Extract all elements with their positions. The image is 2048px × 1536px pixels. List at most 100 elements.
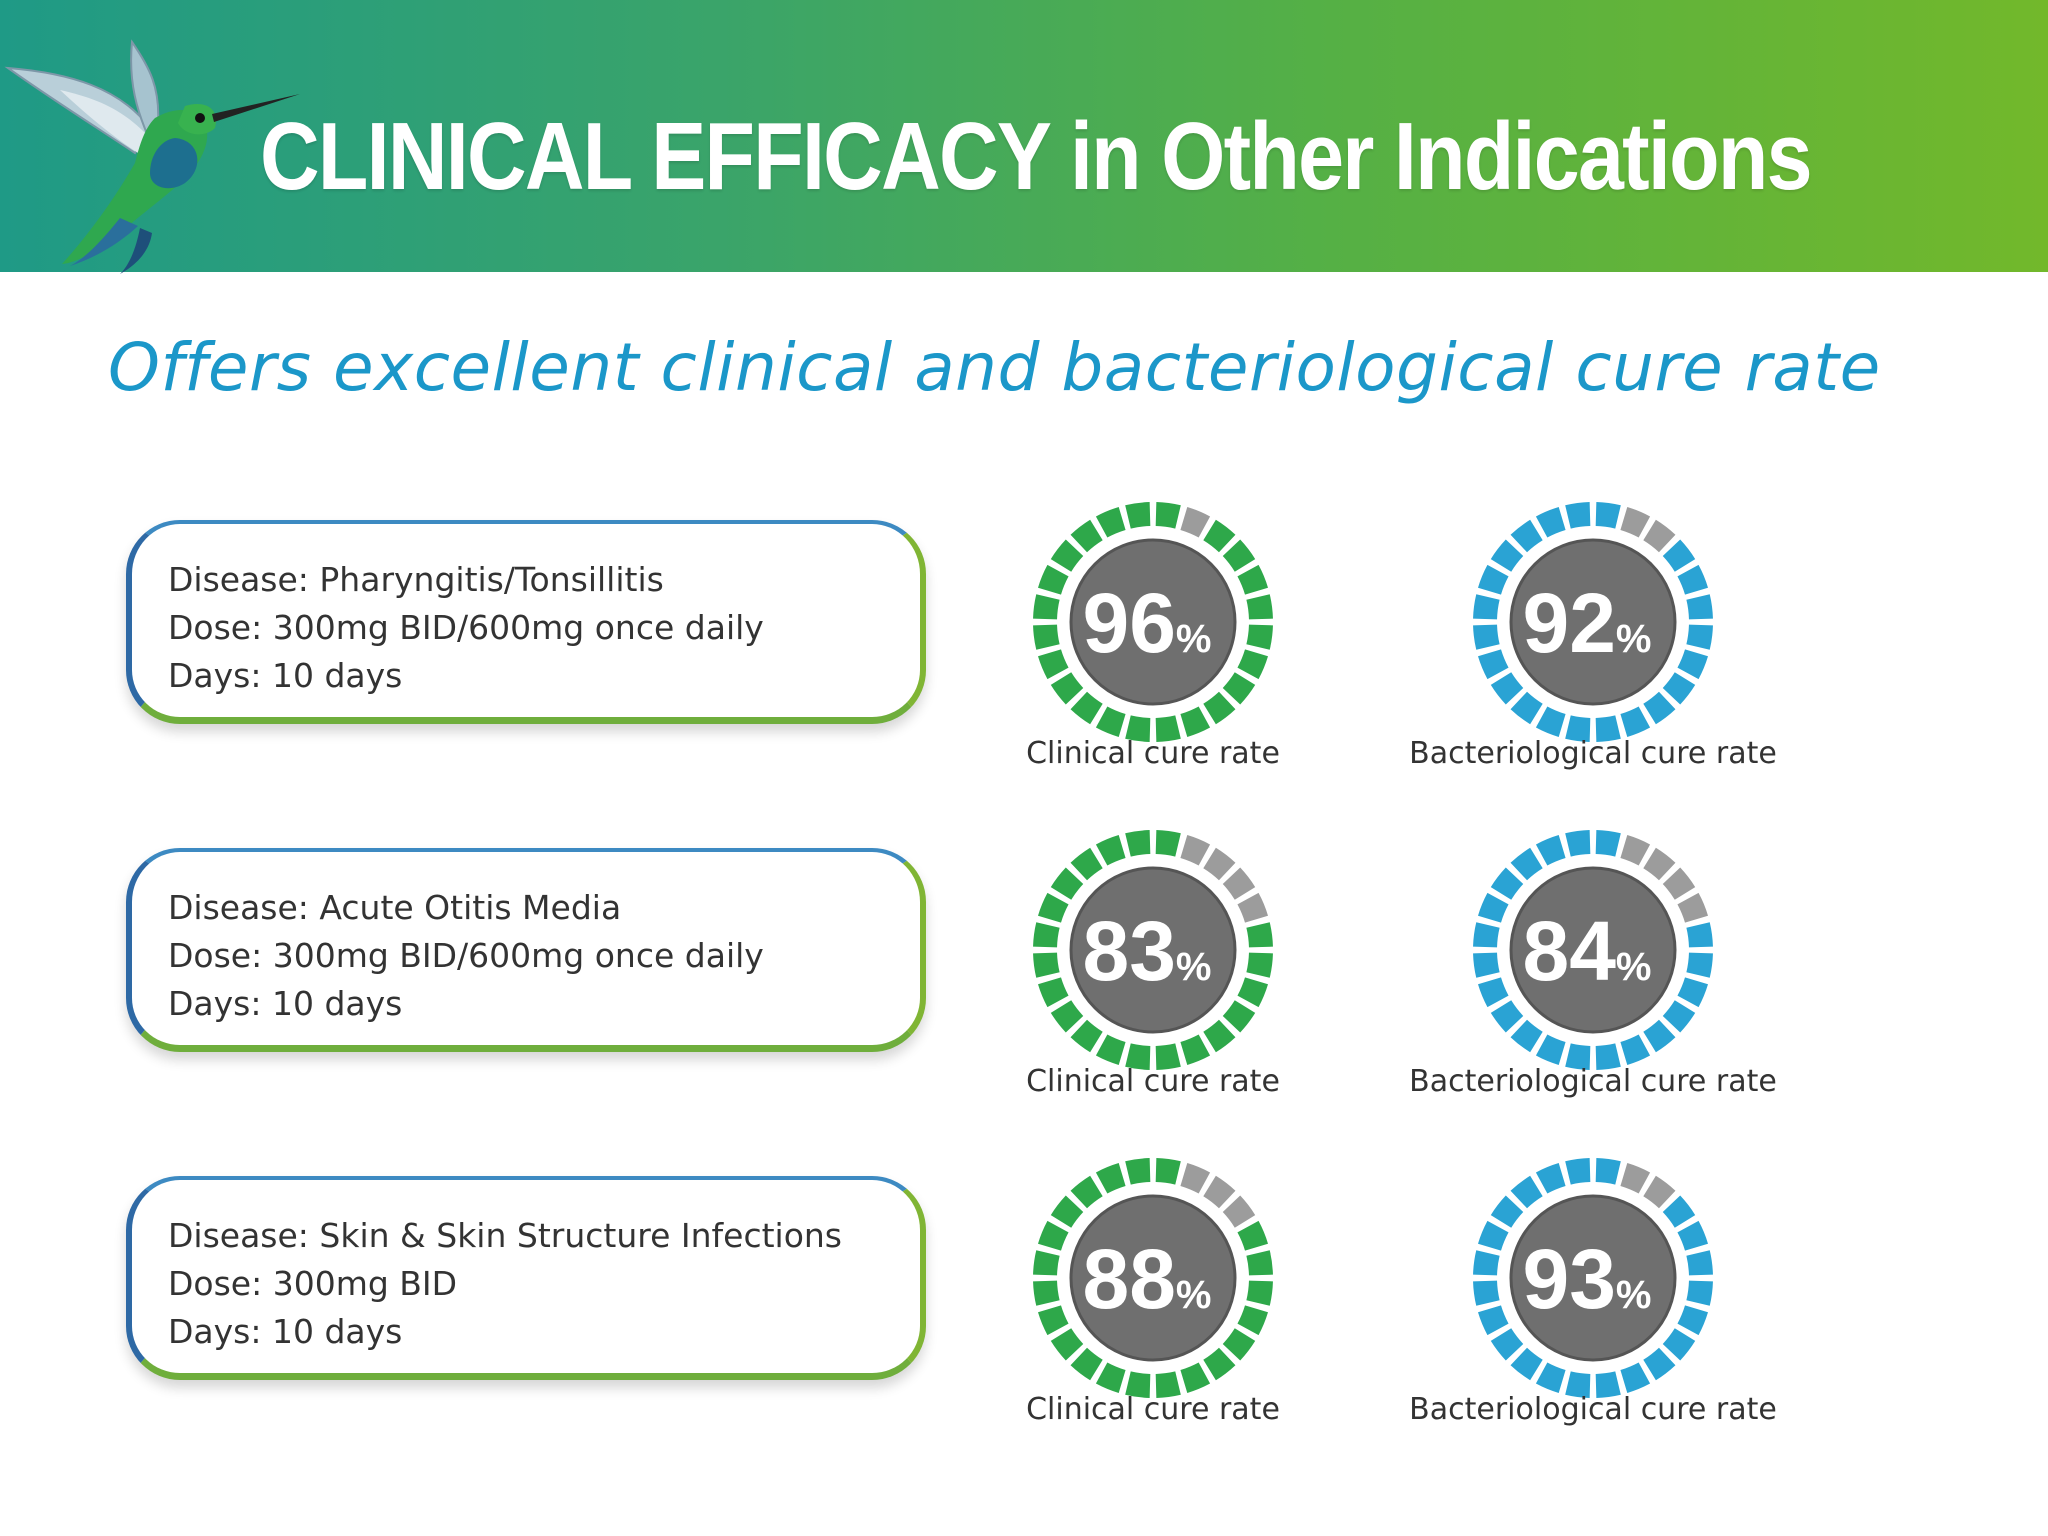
disease-label: Disease: Pharyngitis/Tonsillitis bbox=[168, 560, 664, 599]
bacteriological-ring-segment bbox=[1565, 502, 1591, 529]
clinical-ring-segment bbox=[1180, 706, 1211, 737]
clinical-gauge-graphic: 88% bbox=[1033, 1158, 1273, 1398]
gauge-center bbox=[1509, 866, 1677, 1034]
clinical-ring-segment bbox=[1180, 1034, 1211, 1065]
bacteriological-ring-segment bbox=[1620, 1362, 1651, 1393]
clinical-ring-segment bbox=[1180, 835, 1211, 866]
percent-number: 88 bbox=[1082, 1232, 1175, 1326]
clinical-ring-segment bbox=[1180, 1163, 1211, 1194]
disease-label: Disease: Acute Otitis Media bbox=[168, 888, 622, 927]
clinical-ring-segment bbox=[1237, 1220, 1268, 1251]
bacteriological-ring-segment bbox=[1686, 594, 1713, 620]
clinical-ring-segment bbox=[1237, 892, 1268, 923]
bacteriological-ring-segment bbox=[1686, 922, 1713, 948]
clinical-ring-segment bbox=[1070, 519, 1103, 553]
bacteriological-ring-segment bbox=[1478, 649, 1509, 680]
percent-sign: % bbox=[1616, 617, 1652, 661]
days-label: Days: 10 days bbox=[168, 656, 403, 695]
clinical-cure-rate-caption: Clinical cure rate bbox=[1026, 1392, 1280, 1427]
disease-label: Disease: Skin & Skin Structure Infection… bbox=[168, 1216, 843, 1255]
indication-details: Disease: Acute Otitis Media Dose: 300mg B… bbox=[168, 884, 764, 1028]
bacteriological-ring-segment bbox=[1662, 539, 1696, 572]
bacteriological-ring-segment bbox=[1595, 1043, 1621, 1070]
bacteriological-ring-segment bbox=[1478, 1305, 1509, 1336]
bacteriological-cure-rate-caption: Bacteriological cure rate bbox=[1409, 1064, 1777, 1099]
percent-number: 83 bbox=[1082, 904, 1175, 998]
indication-card: Disease: Pharyngitis/Tonsillitis Dose: 30… bbox=[126, 520, 926, 724]
clinical-ring-segment bbox=[1180, 1362, 1211, 1393]
bacteriological-ring-segment bbox=[1535, 507, 1566, 538]
clinical-ring-segment bbox=[1095, 1362, 1126, 1393]
bacteriological-gauge-graphic: 84% bbox=[1473, 830, 1713, 1070]
bacteriological-ring-segment bbox=[1535, 1034, 1566, 1065]
clinical-ring-segment bbox=[1050, 1195, 1084, 1228]
gauge-center bbox=[1069, 866, 1237, 1034]
clinical-ring-segment bbox=[1222, 1000, 1256, 1033]
clinical-ring-segment bbox=[1095, 507, 1126, 538]
clinical-ring-segment bbox=[1033, 1280, 1060, 1306]
bacteriological-ring-segment bbox=[1686, 952, 1713, 978]
bacteriological-ring-segment bbox=[1595, 830, 1621, 857]
bacteriological-gauge-graphic: 93% bbox=[1473, 1158, 1713, 1398]
bacteriological-ring-segment bbox=[1535, 706, 1566, 737]
clinical-ring-segment bbox=[1038, 1305, 1069, 1336]
bacteriological-ring-segment bbox=[1535, 1163, 1566, 1194]
page-title: CLINICAL EFFICACY in Other Indications bbox=[260, 103, 1812, 210]
bacteriological-ring-segment bbox=[1620, 835, 1651, 866]
bacteriological-ring-segment bbox=[1677, 564, 1708, 595]
bacteriological-ring-segment bbox=[1510, 1347, 1543, 1381]
bacteriological-ring-segment bbox=[1686, 1280, 1713, 1306]
dose-label: Dose: 300mg BID/600mg once daily bbox=[168, 936, 764, 975]
clinical-ring-segment bbox=[1222, 1195, 1256, 1228]
bacteriological-ring-segment bbox=[1510, 1175, 1543, 1209]
clinical-ring-segment bbox=[1246, 1250, 1273, 1276]
clinical-ring-segment bbox=[1203, 1347, 1236, 1381]
header-banner: CLINICAL EFFICACY in Other Indications bbox=[0, 0, 2048, 274]
clinical-ring-segment bbox=[1246, 594, 1273, 620]
bacteriological-ring-segment bbox=[1490, 672, 1524, 705]
bacteriological-ring-segment bbox=[1620, 507, 1651, 538]
clinical-cure-rate-value: 83% bbox=[1082, 904, 1211, 998]
bacteriological-ring-segment bbox=[1478, 892, 1509, 923]
bacteriological-ring-segment bbox=[1643, 1175, 1676, 1209]
bacteriological-cure-rate-gauge: 92% Bacteriological cure rate bbox=[1409, 492, 1777, 782]
percent-number: 92 bbox=[1522, 576, 1615, 670]
bacteriological-ring-segment bbox=[1473, 952, 1500, 978]
bacteriological-ring-segment bbox=[1643, 847, 1676, 881]
clinical-ring-segment bbox=[1237, 649, 1268, 680]
bacteriological-ring-segment bbox=[1473, 1280, 1500, 1306]
bacteriological-ring-segment bbox=[1643, 1347, 1676, 1381]
indication-details: Disease: Skin & Skin Structure Infection… bbox=[168, 1212, 842, 1356]
gauge-center bbox=[1069, 1194, 1237, 1362]
clinical-ring-segment bbox=[1222, 867, 1256, 900]
clinical-ring-segment bbox=[1033, 922, 1060, 948]
bacteriological-ring-segment bbox=[1565, 830, 1591, 857]
clinical-ring-segment bbox=[1246, 952, 1273, 978]
gauge-center bbox=[1509, 538, 1677, 706]
clinical-ring-segment bbox=[1203, 691, 1236, 725]
clinical-ring-segment bbox=[1155, 1158, 1181, 1185]
bacteriological-cure-rate-value: 84% bbox=[1522, 904, 1651, 998]
percent-sign: % bbox=[1176, 1273, 1212, 1317]
bacteriological-ring-segment bbox=[1565, 1043, 1591, 1070]
clinical-ring-segment bbox=[1033, 1250, 1060, 1276]
bacteriological-ring-segment bbox=[1643, 519, 1676, 553]
clinical-ring-segment bbox=[1033, 952, 1060, 978]
bacteriological-ring-segment bbox=[1662, 672, 1696, 705]
indication-details: Disease: Pharyngitis/Tonsillitis Dose: 30… bbox=[168, 556, 764, 700]
bacteriological-ring-segment bbox=[1510, 519, 1543, 553]
clinical-ring-segment bbox=[1070, 1347, 1103, 1381]
bacteriological-ring-segment bbox=[1478, 977, 1509, 1008]
bacteriological-ring-segment bbox=[1662, 1195, 1696, 1228]
bacteriological-ring-segment bbox=[1565, 715, 1591, 742]
clinical-ring-segment bbox=[1070, 1175, 1103, 1209]
clinical-ring-segment bbox=[1237, 564, 1268, 595]
clinical-ring-segment bbox=[1222, 539, 1256, 572]
clinical-ring-segment bbox=[1033, 624, 1060, 650]
percent-number: 96 bbox=[1082, 576, 1175, 670]
percent-number: 84 bbox=[1522, 904, 1616, 998]
bacteriological-cure-rate-gauge: 93% Bacteriological cure rate bbox=[1409, 1148, 1777, 1438]
bacteriological-ring-segment bbox=[1510, 1019, 1543, 1053]
bacteriological-cure-rate-value: 92% bbox=[1522, 576, 1651, 670]
clinical-gauge-graphic: 83% bbox=[1033, 830, 1273, 1070]
